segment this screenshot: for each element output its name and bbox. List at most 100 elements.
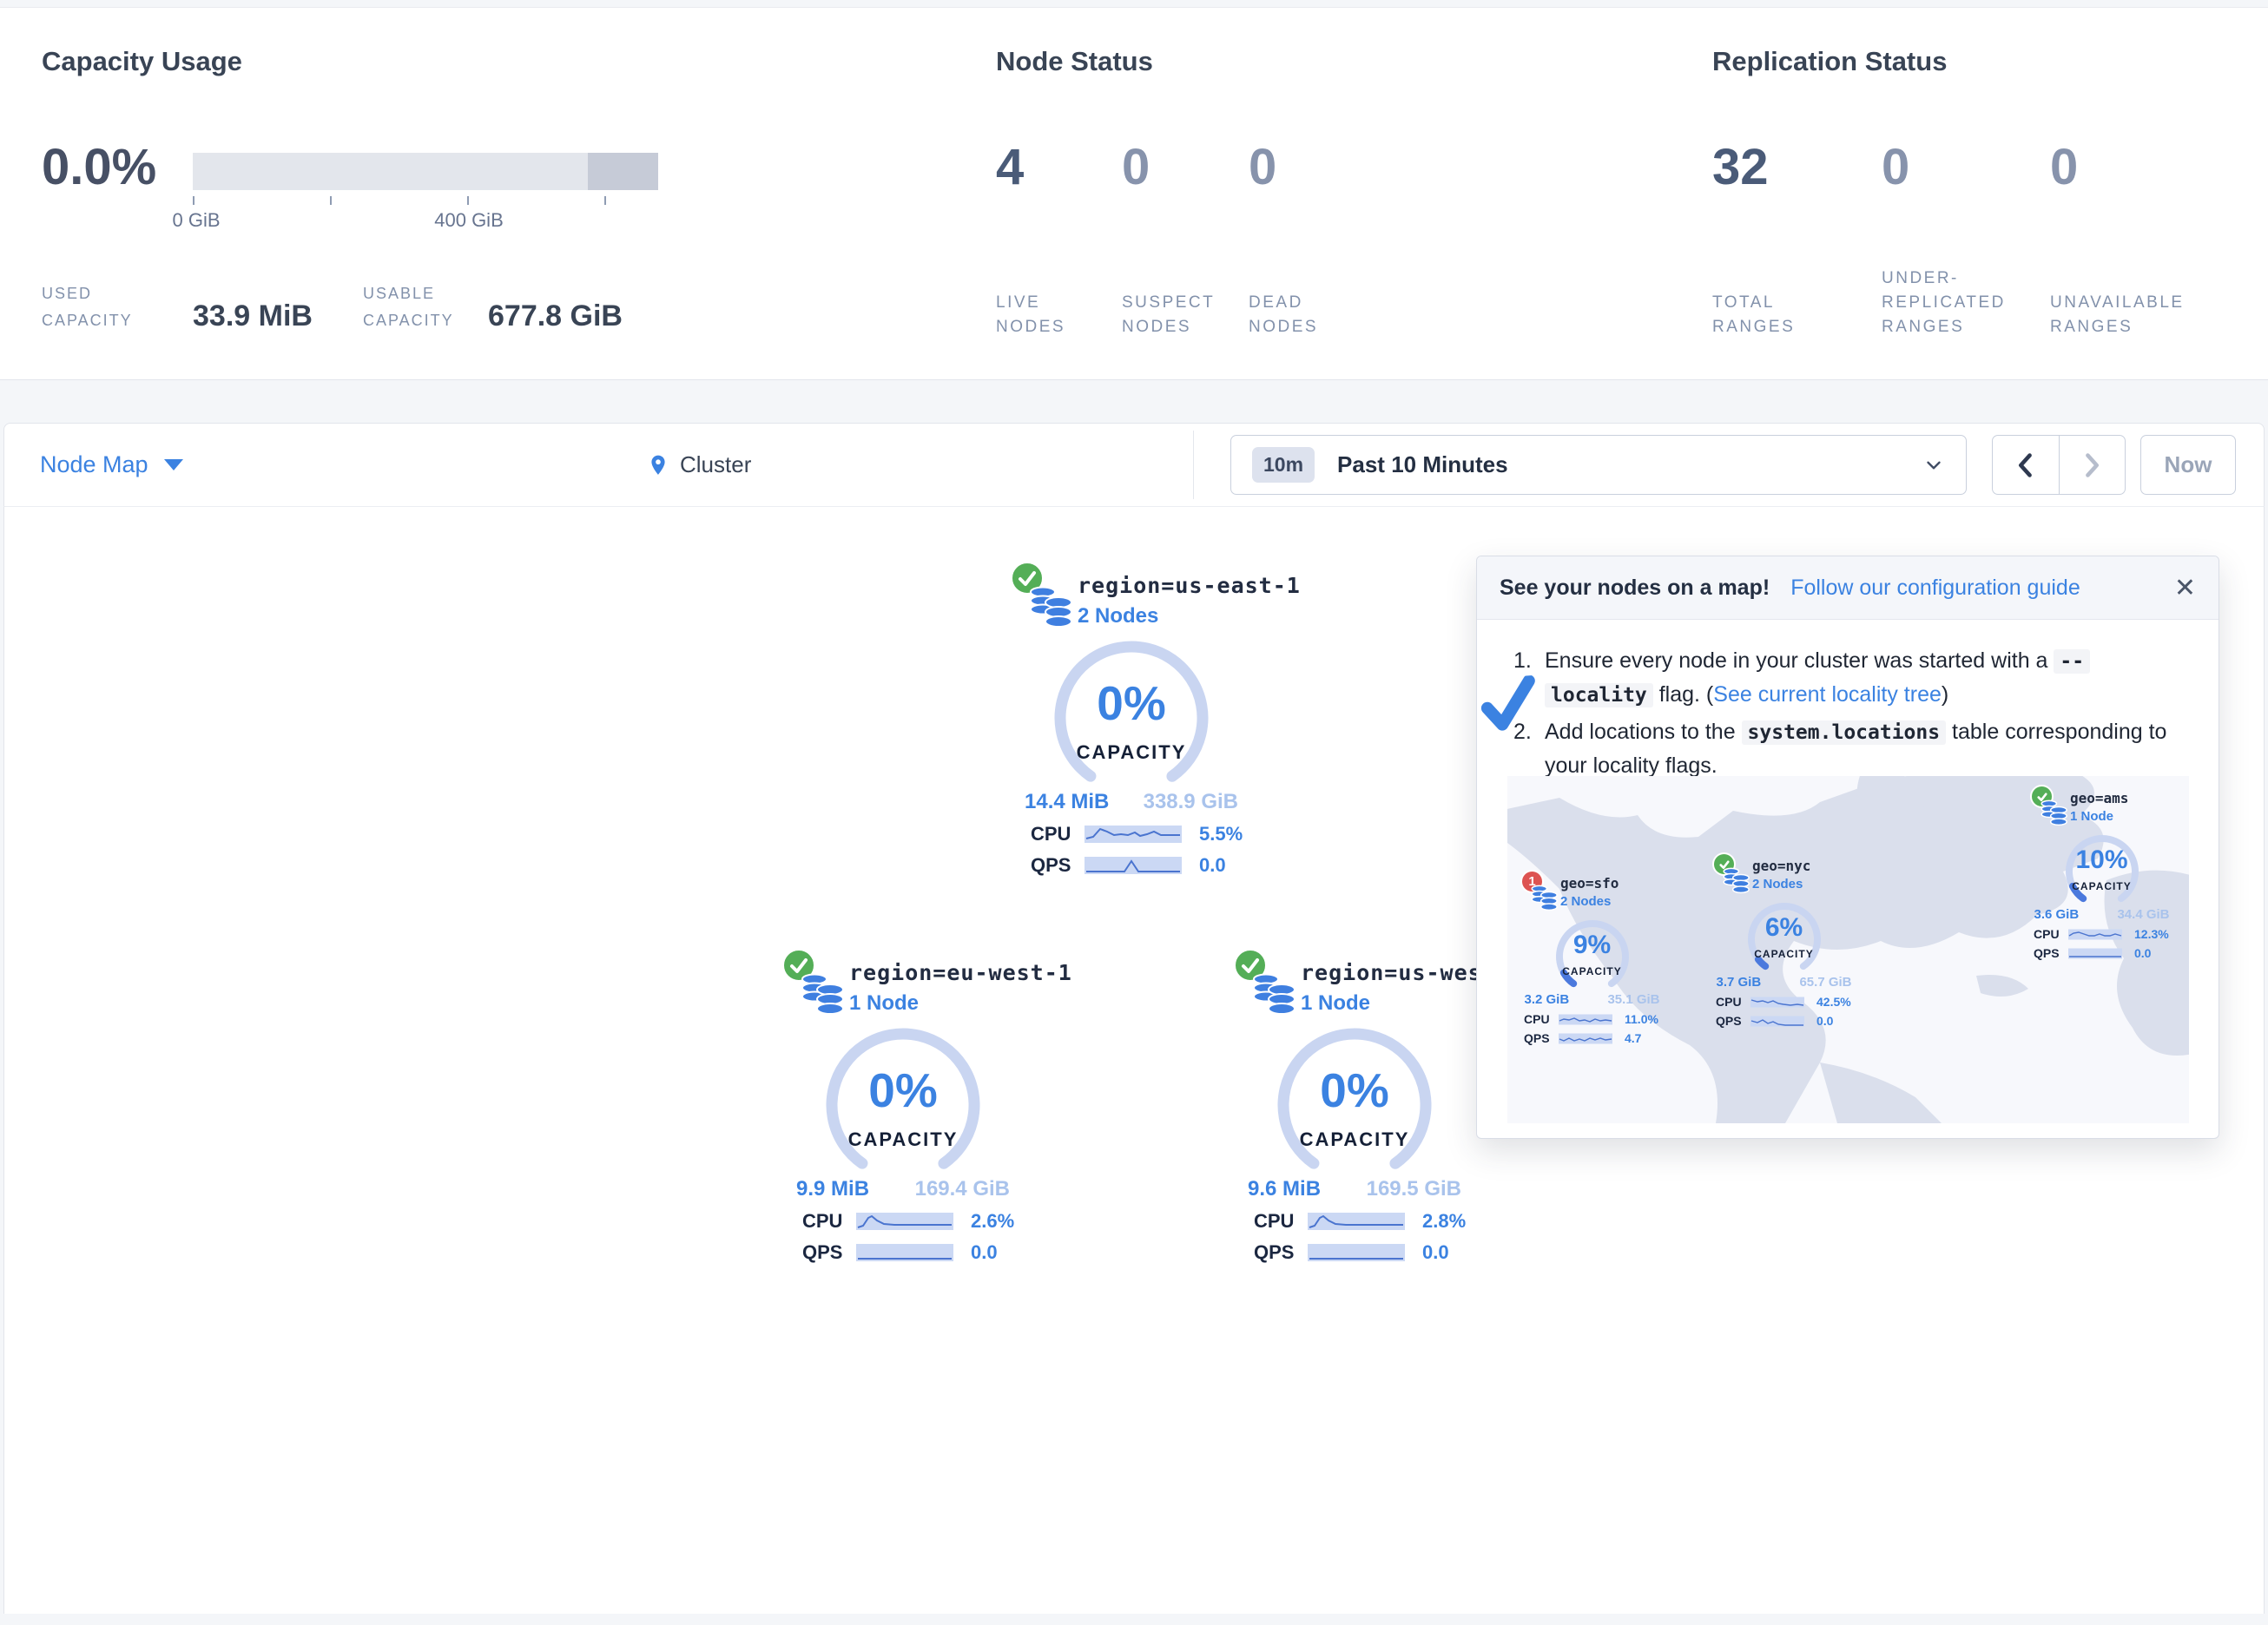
step-text: table corresponding to your locality fla…	[1545, 720, 2167, 778]
time-window-badge: 10m	[1252, 447, 1315, 483]
capacity-percent: 0%	[1097, 676, 1166, 730]
toolbar-divider	[1193, 431, 1194, 499]
axis-tick	[193, 196, 194, 205]
cpu-label: CPU	[1716, 995, 1742, 1009]
used-capacity-value: 33.9 MiB	[193, 299, 313, 332]
under-replicated-value: 0	[1882, 139, 1910, 195]
location-node-count: 2 Nodes	[1752, 877, 1803, 891]
region-name: region=us-east-1	[1078, 573, 1301, 598]
qps-value: 0.0	[1422, 1241, 1449, 1263]
unavailable-ranges-label: UNAVAILABLE RANGES	[2050, 293, 2185, 336]
location-name: geo=ams	[2070, 790, 2129, 806]
suspect-nodes-label: SUSPECT NODES	[1122, 293, 1215, 336]
used-capacity: 9.9 MiB	[796, 1177, 870, 1201]
capacity-percent: 0%	[1320, 1063, 1389, 1117]
capacity-percent-value: 0.0%	[42, 139, 157, 195]
configuration-guide-link[interactable]: Follow our configuration guide	[1790, 575, 2080, 600]
now-button[interactable]: Now	[2140, 435, 2236, 495]
map-configuration-tip: See your nodes on a map! Follow our conf…	[1476, 556, 2219, 1139]
axis-tick	[467, 196, 469, 205]
capacity-gauge: 0% CAPACITY	[808, 1023, 999, 1182]
cpu-sparkline	[1559, 1014, 1612, 1025]
capacity-percent: 6%	[1764, 913, 1803, 942]
step-number: 1.	[1513, 648, 1532, 673]
under-replicated-label: UNDER-REPLICATED RANGES	[1882, 269, 2006, 336]
used-capacity-label: USED CAPACITY	[42, 285, 133, 329]
cpu-label: CPU	[1524, 1012, 1550, 1026]
capacity-label: CAPACITY	[1076, 741, 1187, 763]
node-status-title: Node Status	[996, 46, 1153, 76]
chevron-right-icon	[2086, 452, 2100, 477]
qps-label: QPS	[1524, 1031, 1550, 1045]
qps-sparkline	[1750, 1016, 1804, 1027]
region-card-header: region=us-east-1 2 Nodes	[1010, 561, 1300, 634]
view-selector-label: Node Map	[40, 451, 148, 477]
usable-capacity: 65.7 GiB	[1799, 975, 1852, 990]
capacity-usage-bar	[193, 153, 658, 190]
time-next-button[interactable]	[2060, 436, 2126, 494]
qps-label: QPS	[2034, 946, 2060, 960]
database-nodes-icon	[801, 969, 846, 1020]
used-capacity: 3.2 GiB	[1524, 992, 1570, 1007]
replication-status-title: Replication Status	[1712, 46, 1948, 76]
region-card-eu-west-1[interactable]: region=eu-west-1 1 Node 0% CAPACITY 9.9 …	[781, 948, 1071, 1264]
breadcrumb[interactable]: Cluster	[647, 424, 751, 506]
breadcrumb-label: Cluster	[680, 451, 752, 477]
qps-value: 0.0	[1199, 854, 1226, 876]
capacity-percent: 0%	[868, 1063, 938, 1117]
time-window-selector[interactable]: 10m Past 10 Minutes	[1230, 435, 1967, 495]
locality-flag-code: locality	[1545, 683, 1653, 707]
tip-body: 1. Ensure every node in your cluster was…	[1477, 620, 2219, 782]
cluster-summary-panel: Capacity Usage 0.0% 0 GiB 400 GiB USED C…	[0, 7, 2268, 380]
region-card-us-east-1[interactable]: region=us-east-1 2 Nodes 0% CAPACITY 14.…	[1010, 561, 1300, 877]
minimap-location-nyc: geo=nyc 2 Nodes 6% CAPACITY 3.7 GiB 65.7…	[1712, 852, 1856, 1028]
qps-sparkline	[2068, 948, 2122, 959]
region-card-us-west-1[interactable]: region=us-west-1 1 Node 0% CAPACITY 9.6 …	[1233, 948, 1523, 1264]
cpu-sparkline	[1085, 825, 1182, 844]
live-nodes-value: 4	[996, 139, 1025, 195]
now-button-label: Now	[2164, 451, 2212, 477]
used-capacity: 3.7 GiB	[1716, 975, 1762, 990]
cpu-value: 42.5%	[1816, 995, 1851, 1009]
database-nodes-icon	[1029, 582, 1074, 633]
region-node-count: 1 Node	[1301, 991, 1371, 1015]
region-card-header: region=us-west-1 1 Node	[1233, 948, 1523, 1021]
view-selector-dropdown[interactable]: Node Map	[40, 424, 183, 506]
location-node-count: 1 Node	[2070, 809, 2114, 824]
database-nodes-icon	[2041, 797, 2068, 831]
time-window-label: Past 10 Minutes	[1337, 451, 1508, 477]
step-text: Add locations to the	[1545, 720, 1742, 744]
axis-tick-label: 400 GiB	[434, 209, 504, 231]
locality-tree-link[interactable]: See current locality tree	[1713, 682, 1942, 707]
step-text: )	[1941, 682, 1949, 707]
used-capacity: 14.4 MiB	[1025, 790, 1110, 813]
cpu-value: 5.5%	[1199, 823, 1243, 845]
capacity-gauge: 10% CAPACITY	[2050, 830, 2154, 908]
live-nodes-label: LIVE NODES	[996, 293, 1066, 336]
qps-value: 0.0	[971, 1241, 998, 1263]
usable-capacity-value: 677.8 GiB	[488, 299, 623, 332]
close-icon[interactable]: ✕	[2173, 573, 2196, 602]
cpu-sparkline	[2068, 929, 2122, 940]
region-name: region=eu-west-1	[849, 960, 1072, 985]
capacity-percent: 10%	[2075, 845, 2128, 874]
step-number: 2.	[1513, 720, 1532, 744]
dead-nodes-label: DEAD NODES	[1249, 293, 1319, 336]
usable-capacity-label: USABLE CAPACITY	[363, 285, 454, 329]
database-nodes-icon	[1252, 969, 1297, 1020]
cpu-value: 2.8%	[1422, 1210, 1467, 1232]
time-nav-buttons	[1992, 435, 2126, 495]
location-node-count: 2 Nodes	[1560, 894, 1612, 909]
total-ranges-label: TOTAL RANGES	[1712, 293, 1796, 336]
location-name: geo=sfo	[1560, 875, 1619, 891]
region-node-count: 1 Node	[849, 991, 920, 1015]
time-prev-button[interactable]	[1993, 436, 2060, 494]
map-pin-icon	[651, 455, 665, 475]
cpu-sparkline	[1308, 1212, 1405, 1231]
capacity-gauge: 9% CAPACITY	[1540, 915, 1645, 993]
region-node-count: 2 Nodes	[1078, 604, 1159, 628]
qps-value: 0.0	[2134, 946, 2152, 960]
error-count: 1	[1528, 874, 1536, 889]
qps-label: QPS	[1716, 1014, 1742, 1028]
capacity-label: CAPACITY	[1299, 1128, 1410, 1150]
